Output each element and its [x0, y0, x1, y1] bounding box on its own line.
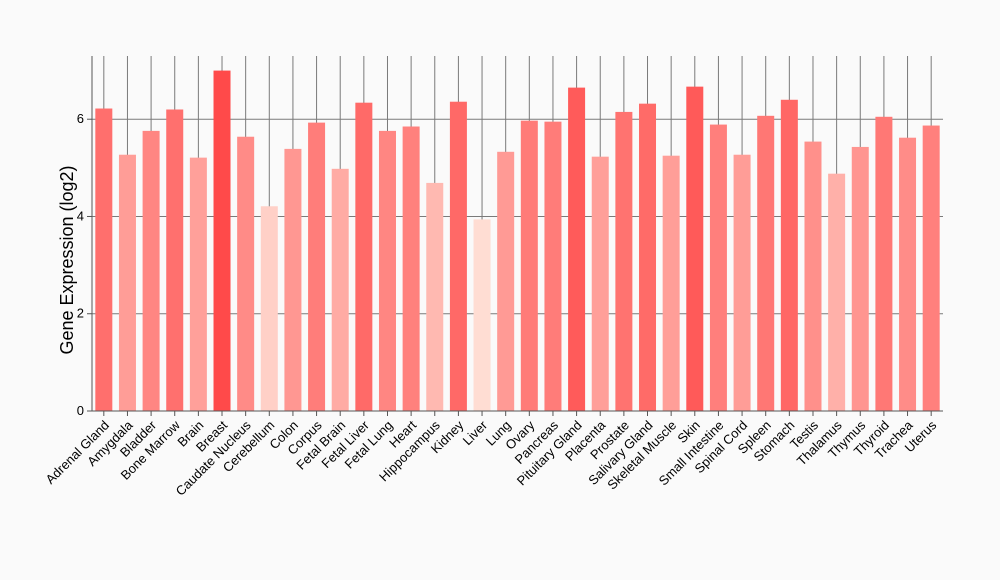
bar-thalamus — [828, 173, 846, 411]
bar-kidney — [449, 101, 467, 411]
y-tick-label: 4 — [77, 208, 84, 223]
bar-trachea — [899, 137, 917, 412]
bar-corpus — [308, 122, 326, 411]
bar-thymus — [851, 146, 869, 411]
bar-lung — [497, 151, 515, 411]
bar-pituitary-gland — [568, 87, 586, 411]
bar-liver — [473, 219, 491, 411]
bar-colon — [284, 148, 302, 412]
bar-layer — [95, 70, 940, 412]
bar-caudate-nucleus — [237, 136, 255, 412]
bar-hippocampus — [426, 182, 444, 411]
bar-prostate — [615, 111, 633, 412]
bar-adrenal-gland — [95, 108, 113, 412]
bar-uterus — [922, 125, 940, 411]
bar-bone-marrow — [166, 109, 184, 411]
bar-thyroid — [875, 116, 893, 412]
bar-ovary — [520, 120, 538, 411]
bar-spleen — [757, 115, 775, 412]
y-tick-label: 6 — [77, 111, 84, 126]
bar-brain — [189, 157, 207, 411]
bar-testis — [804, 141, 822, 411]
bar-pancreas — [544, 121, 562, 411]
bar-heart — [402, 126, 420, 411]
bar-fetal-brain — [331, 168, 349, 411]
bar-small-intestine — [709, 124, 727, 412]
bar-salivary-gland — [639, 103, 657, 411]
bar-amygdala — [118, 154, 136, 411]
bar-bladder — [142, 130, 160, 411]
bar-spinal-cord — [733, 154, 751, 411]
bar-fetal-liver — [355, 102, 373, 411]
bar-skeletal-muscle — [662, 155, 680, 411]
bar-stomach — [780, 99, 798, 411]
axis-layer — [87, 56, 943, 416]
bar-skin — [686, 86, 704, 411]
bar-fetal-lung — [378, 130, 396, 411]
bar-breast — [213, 70, 231, 411]
y-tick-label: 2 — [77, 306, 84, 321]
y-tick-label: 0 — [77, 403, 84, 418]
y-axis-label: Gene Expression (log2) — [57, 165, 77, 354]
bar-placenta — [591, 156, 609, 411]
bar-cerebellum — [260, 206, 278, 411]
